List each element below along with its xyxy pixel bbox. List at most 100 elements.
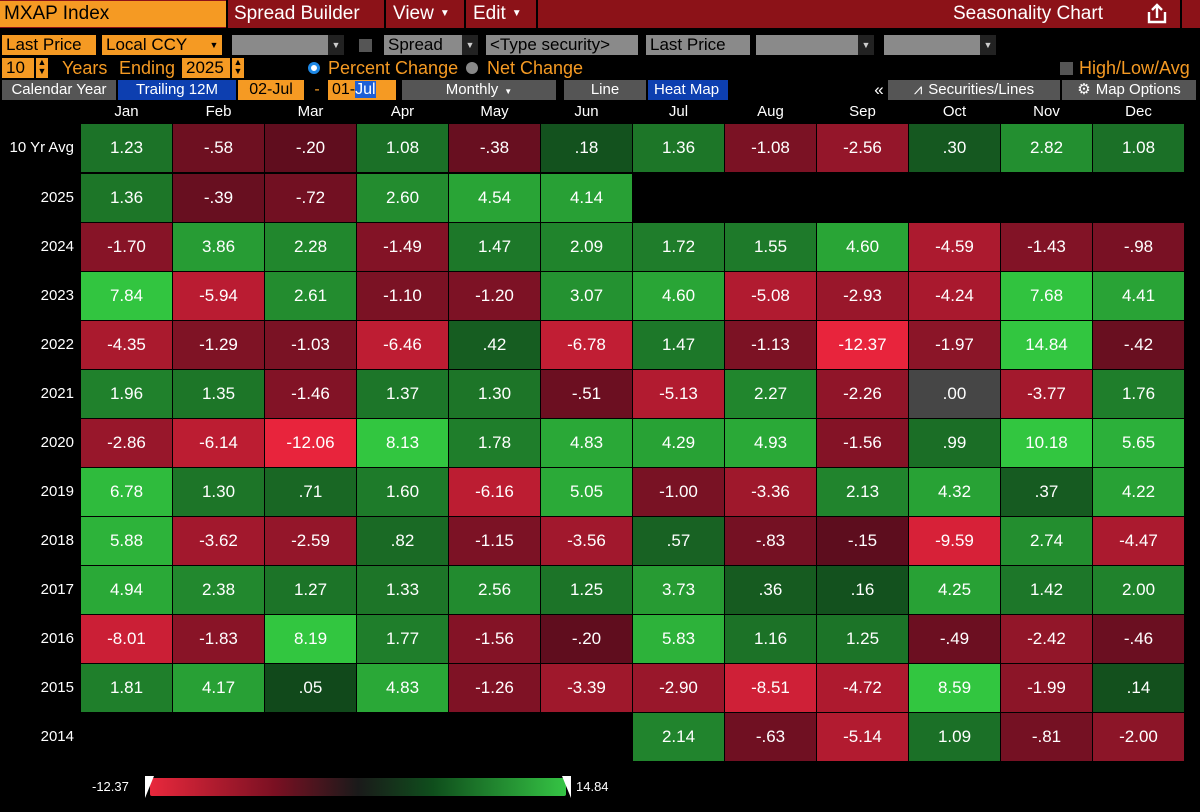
heat-map-cell[interactable]: 1.47 — [449, 223, 540, 271]
heat-map-cell[interactable]: 1.47 — [633, 321, 724, 369]
heat-map-cell[interactable]: .18 — [541, 124, 632, 172]
view-menu[interactable]: View ▼ — [393, 0, 450, 28]
heat-map-cell[interactable]: 4.94 — [81, 566, 172, 614]
heat-map-cell[interactable]: -2.86 — [81, 419, 172, 467]
heat-map-cell[interactable]: 4.29 — [633, 419, 724, 467]
period-select[interactable]: Monthly ▼ — [402, 80, 556, 100]
heat-map-cell[interactable]: -1.99 — [1001, 664, 1092, 712]
heat-map-cell[interactable]: -2.26 — [817, 370, 908, 418]
heat-map-cell[interactable]: 8.59 — [909, 664, 1000, 712]
heat-map-cell[interactable]: 1.37 — [357, 370, 448, 418]
heat-map-cell[interactable]: -1.56 — [817, 419, 908, 467]
heat-map-cell[interactable]: -.20 — [541, 615, 632, 663]
heat-map-cell[interactable]: 1.09 — [909, 713, 1000, 761]
heat-map-cell[interactable]: -12.06 — [265, 419, 356, 467]
heat-map-cell[interactable]: -3.36 — [725, 468, 816, 516]
heat-map-cell[interactable]: -2.59 — [265, 517, 356, 565]
heat-map-cell[interactable]: -4.47 — [1093, 517, 1184, 565]
heat-map-cell[interactable]: 1.25 — [817, 615, 908, 663]
heat-map-cell[interactable]: -1.10 — [357, 272, 448, 320]
heat-map-cell[interactable]: -5.08 — [725, 272, 816, 320]
heat-map-cell[interactable]: -1.13 — [725, 321, 816, 369]
heat-map-cell[interactable]: -.20 — [265, 124, 356, 172]
high-low-avg-checkbox[interactable] — [1060, 62, 1073, 75]
edit-menu[interactable]: Edit ▼ — [473, 0, 522, 28]
spread-checkbox[interactable] — [359, 39, 372, 52]
heat-map-cell[interactable]: 2.82 — [1001, 124, 1092, 172]
heat-map-cell[interactable]: -6.16 — [449, 468, 540, 516]
heat-map-cell[interactable]: -12.37 — [817, 321, 908, 369]
legend-max-handle[interactable] — [562, 776, 571, 798]
heat-map-cell[interactable]: 2.74 — [1001, 517, 1092, 565]
dropdown-arrow-icon[interactable]: ▼ — [858, 35, 874, 55]
blank-select-2[interactable] — [756, 35, 858, 55]
heat-map-cell[interactable]: -2.93 — [817, 272, 908, 320]
blank-select-3[interactable] — [884, 35, 980, 55]
heat-map-cell[interactable]: -.98 — [1093, 223, 1184, 271]
heat-map-cell[interactable]: 4.83 — [357, 664, 448, 712]
heat-map-cell[interactable]: 2.60 — [357, 174, 448, 222]
heat-map-cell[interactable]: -1.46 — [265, 370, 356, 418]
heat-map-cell[interactable]: 1.30 — [173, 468, 264, 516]
heat-map-cell[interactable]: 1.08 — [357, 124, 448, 172]
dropdown-arrow-icon[interactable]: ▼ — [980, 35, 996, 55]
heat-map-cell[interactable]: 2.28 — [265, 223, 356, 271]
heat-map-cell[interactable]: 4.54 — [449, 174, 540, 222]
heat-map-cell[interactable]: 1.25 — [541, 566, 632, 614]
heat-map-cell[interactable]: -3.56 — [541, 517, 632, 565]
heat-map-cell[interactable]: 4.60 — [817, 223, 908, 271]
heat-map-cell[interactable]: -.15 — [817, 517, 908, 565]
heat-map-cell[interactable]: -4.24 — [909, 272, 1000, 320]
heat-map-cell[interactable]: -3.39 — [541, 664, 632, 712]
heat-map-cell[interactable]: -.81 — [1001, 713, 1092, 761]
heat-map-cell[interactable]: 1.36 — [81, 174, 172, 222]
heat-map-cell[interactable]: 7.68 — [1001, 272, 1092, 320]
heat-map-cell[interactable]: -.51 — [541, 370, 632, 418]
heat-map-cell[interactable]: -9.59 — [909, 517, 1000, 565]
heat-map-cell[interactable]: 6.78 — [81, 468, 172, 516]
heat-map-cell[interactable]: 1.23 — [81, 124, 172, 172]
heat-map-cell[interactable]: 4.14 — [541, 174, 632, 222]
heat-map-cell[interactable]: 2.56 — [449, 566, 540, 614]
heat-map-cell[interactable]: 7.84 — [81, 272, 172, 320]
ending-spinner-icon[interactable]: ▲ ▼ — [232, 57, 244, 78]
heat-map-cell[interactable]: 1.81 — [81, 664, 172, 712]
heat-map-cell[interactable]: -.72 — [265, 174, 356, 222]
heat-map-cell[interactable]: 1.33 — [357, 566, 448, 614]
securities-lines-button[interactable]: ⩘ Securities/Lines — [888, 80, 1060, 100]
heat-map-cell[interactable]: 8.19 — [265, 615, 356, 663]
heat-map-cell[interactable]: 1.35 — [173, 370, 264, 418]
heat-map-cell[interactable]: 4.25 — [909, 566, 1000, 614]
currency-dropdown-icon[interactable]: ▼ — [206, 35, 222, 55]
heat-map-cell[interactable]: -.46 — [1093, 615, 1184, 663]
tab-trailing-12m[interactable]: Trailing 12M — [118, 80, 236, 100]
heat-map-cell[interactable]: .99 — [909, 419, 1000, 467]
heat-map-cell[interactable]: -1.20 — [449, 272, 540, 320]
heat-map-cell[interactable]: -1.00 — [633, 468, 724, 516]
tab-heat-map[interactable]: Heat Map — [648, 80, 728, 100]
heat-map-cell[interactable]: -1.26 — [449, 664, 540, 712]
heat-map-cell[interactable]: -5.14 — [817, 713, 908, 761]
heat-map-cell[interactable]: 10.18 — [1001, 419, 1092, 467]
heat-map-cell[interactable]: 1.76 — [1093, 370, 1184, 418]
heat-map-cell[interactable]: .42 — [449, 321, 540, 369]
heat-map-cell[interactable]: 1.27 — [265, 566, 356, 614]
security-input[interactable]: <Type security> — [486, 35, 638, 55]
ending-year-input[interactable]: 2025 — [182, 58, 230, 78]
heat-map-cell[interactable]: .71 — [265, 468, 356, 516]
heat-map-cell[interactable]: -2.56 — [817, 124, 908, 172]
heat-map-cell[interactable]: 4.60 — [633, 272, 724, 320]
heat-map-cell[interactable]: 1.42 — [1001, 566, 1092, 614]
heat-map-cell[interactable]: -5.94 — [173, 272, 264, 320]
heat-map-cell[interactable]: .14 — [1093, 664, 1184, 712]
heat-map-cell[interactable]: -2.00 — [1093, 713, 1184, 761]
heat-map-cell[interactable]: 2.13 — [817, 468, 908, 516]
heat-map-cell[interactable]: 3.07 — [541, 272, 632, 320]
heat-map-cell[interactable]: 2.14 — [633, 713, 724, 761]
heat-map-cell[interactable]: 4.32 — [909, 468, 1000, 516]
heat-map-cell[interactable]: 4.17 — [173, 664, 264, 712]
heat-map-cell[interactable]: -8.51 — [725, 664, 816, 712]
heat-map-cell[interactable]: -.38 — [449, 124, 540, 172]
legend-min-handle[interactable] — [145, 776, 154, 798]
heat-map-cell[interactable]: -2.90 — [633, 664, 724, 712]
